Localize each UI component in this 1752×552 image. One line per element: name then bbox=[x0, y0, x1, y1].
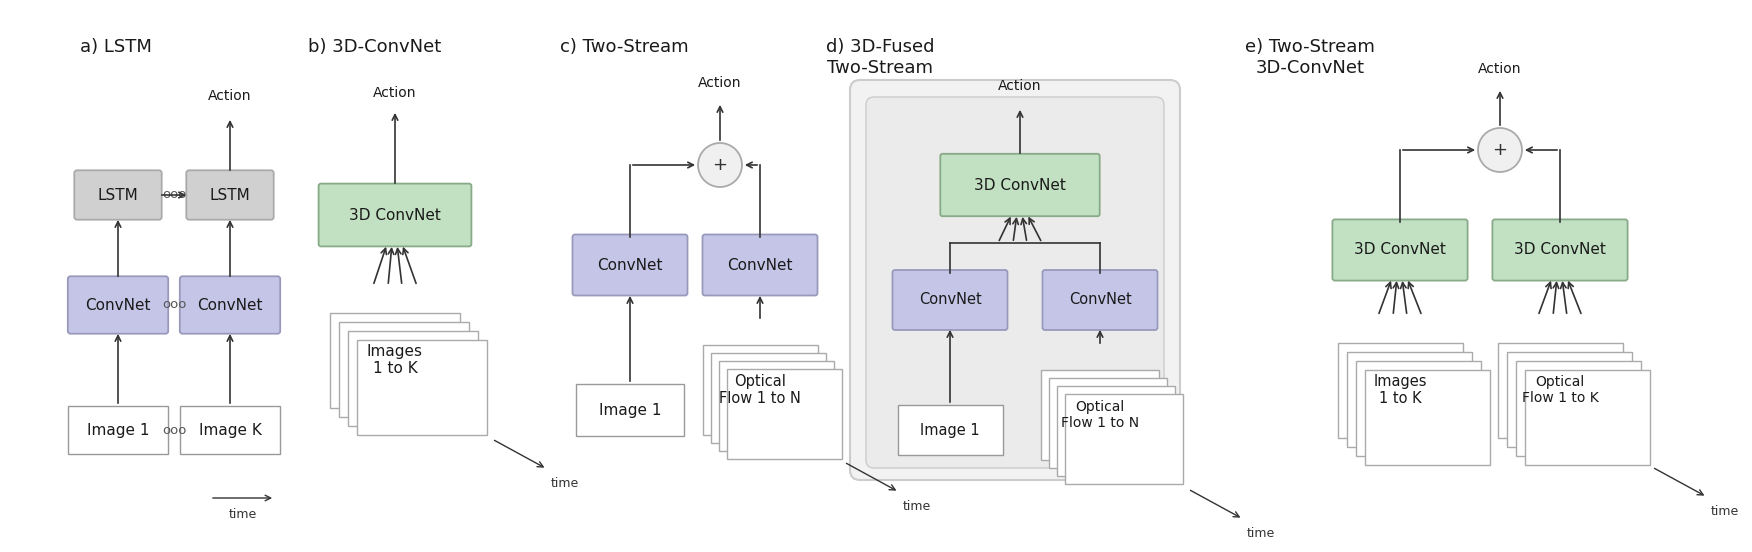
Text: time: time bbox=[228, 508, 256, 521]
FancyBboxPatch shape bbox=[1041, 370, 1160, 460]
FancyBboxPatch shape bbox=[850, 80, 1181, 480]
FancyBboxPatch shape bbox=[357, 339, 487, 434]
FancyBboxPatch shape bbox=[74, 171, 161, 220]
FancyBboxPatch shape bbox=[897, 405, 1002, 455]
Text: ConvNet: ConvNet bbox=[597, 257, 662, 273]
FancyBboxPatch shape bbox=[1042, 270, 1158, 330]
Text: LSTM: LSTM bbox=[210, 188, 251, 203]
Text: ooo: ooo bbox=[161, 299, 186, 311]
Text: ConvNet: ConvNet bbox=[198, 298, 263, 312]
Text: Image 1: Image 1 bbox=[88, 422, 149, 438]
FancyBboxPatch shape bbox=[1049, 378, 1167, 468]
FancyBboxPatch shape bbox=[703, 345, 818, 435]
FancyBboxPatch shape bbox=[1365, 369, 1489, 464]
FancyBboxPatch shape bbox=[180, 277, 280, 334]
FancyBboxPatch shape bbox=[1347, 352, 1472, 447]
FancyBboxPatch shape bbox=[576, 384, 683, 436]
FancyBboxPatch shape bbox=[319, 184, 471, 246]
Text: Action: Action bbox=[699, 76, 741, 90]
Text: ooo: ooo bbox=[161, 188, 186, 201]
FancyBboxPatch shape bbox=[865, 97, 1163, 468]
FancyBboxPatch shape bbox=[329, 312, 461, 407]
FancyBboxPatch shape bbox=[573, 235, 687, 295]
FancyBboxPatch shape bbox=[941, 154, 1100, 216]
FancyBboxPatch shape bbox=[338, 321, 470, 417]
Text: Action: Action bbox=[999, 79, 1042, 93]
Text: Action: Action bbox=[1479, 62, 1522, 76]
Text: Optical
Flow 1 to N: Optical Flow 1 to N bbox=[718, 374, 801, 406]
FancyBboxPatch shape bbox=[1356, 360, 1480, 455]
Text: Image 1: Image 1 bbox=[599, 402, 661, 417]
Text: Images
1 to K: Images 1 to K bbox=[366, 344, 422, 376]
Text: time: time bbox=[902, 500, 932, 513]
Text: Images
1 to K: Images 1 to K bbox=[1374, 374, 1426, 406]
Text: 3D ConvNet: 3D ConvNet bbox=[974, 178, 1065, 193]
Text: time: time bbox=[1712, 505, 1740, 518]
Text: ConvNet: ConvNet bbox=[86, 298, 151, 312]
FancyBboxPatch shape bbox=[68, 406, 168, 454]
FancyBboxPatch shape bbox=[727, 369, 841, 459]
FancyBboxPatch shape bbox=[703, 235, 818, 295]
Text: ooo: ooo bbox=[161, 423, 186, 437]
Text: LSTM: LSTM bbox=[98, 188, 138, 203]
Text: c) Two-Stream: c) Two-Stream bbox=[561, 38, 689, 56]
FancyBboxPatch shape bbox=[892, 270, 1007, 330]
Text: 3D ConvNet: 3D ConvNet bbox=[1514, 242, 1607, 257]
FancyBboxPatch shape bbox=[1515, 360, 1640, 455]
FancyBboxPatch shape bbox=[718, 361, 834, 451]
FancyBboxPatch shape bbox=[1065, 394, 1183, 484]
FancyBboxPatch shape bbox=[1493, 219, 1628, 280]
FancyBboxPatch shape bbox=[711, 353, 825, 443]
Text: a) LSTM: a) LSTM bbox=[81, 38, 152, 56]
Text: Action: Action bbox=[208, 89, 252, 103]
Text: d) 3D-Fused
Two-Stream: d) 3D-Fused Two-Stream bbox=[825, 38, 934, 77]
Text: ConvNet: ConvNet bbox=[1069, 293, 1132, 307]
Text: 3D ConvNet: 3D ConvNet bbox=[349, 208, 442, 222]
Text: time: time bbox=[1247, 527, 1275, 540]
Text: ConvNet: ConvNet bbox=[918, 293, 981, 307]
FancyBboxPatch shape bbox=[186, 171, 273, 220]
Text: ConvNet: ConvNet bbox=[727, 257, 792, 273]
Text: Optical
Flow 1 to N: Optical Flow 1 to N bbox=[1062, 400, 1139, 430]
Text: Image K: Image K bbox=[198, 422, 261, 438]
Text: Action: Action bbox=[373, 86, 417, 100]
Circle shape bbox=[1479, 128, 1522, 172]
Text: e) Two-Stream
3D-ConvNet: e) Two-Stream 3D-ConvNet bbox=[1246, 38, 1375, 77]
FancyBboxPatch shape bbox=[1507, 352, 1631, 447]
Text: b) 3D-ConvNet: b) 3D-ConvNet bbox=[308, 38, 442, 56]
Text: +: + bbox=[713, 156, 727, 174]
Circle shape bbox=[697, 143, 743, 187]
Text: Optical
Flow 1 to K: Optical Flow 1 to K bbox=[1522, 375, 1598, 405]
FancyBboxPatch shape bbox=[1333, 219, 1468, 280]
FancyBboxPatch shape bbox=[1056, 386, 1176, 476]
FancyBboxPatch shape bbox=[1524, 369, 1649, 464]
Text: 3D ConvNet: 3D ConvNet bbox=[1354, 242, 1445, 257]
Text: time: time bbox=[550, 477, 580, 490]
FancyBboxPatch shape bbox=[1498, 342, 1622, 438]
Text: Image 1: Image 1 bbox=[920, 422, 979, 438]
FancyBboxPatch shape bbox=[68, 277, 168, 334]
FancyBboxPatch shape bbox=[349, 331, 478, 426]
Text: +: + bbox=[1493, 141, 1507, 159]
FancyBboxPatch shape bbox=[180, 406, 280, 454]
FancyBboxPatch shape bbox=[1337, 342, 1463, 438]
